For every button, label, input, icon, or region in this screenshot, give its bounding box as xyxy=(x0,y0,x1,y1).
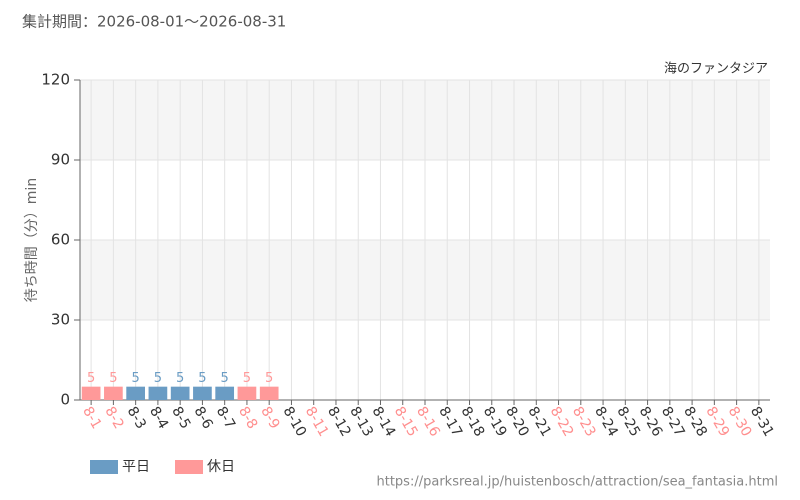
source: https://parksreal.jp/huistenbosch/attrac… xyxy=(377,475,779,490)
value-label: 5 xyxy=(109,371,117,386)
bar xyxy=(148,386,168,400)
y-axis-label: 待ち時間（分）min xyxy=(24,178,40,302)
y-tick-label: 60 xyxy=(51,231,70,249)
y-tick-label: 0 xyxy=(60,391,70,409)
value-label: 5 xyxy=(265,371,273,386)
value-label: 5 xyxy=(154,371,162,386)
legend-label: 平日 xyxy=(122,459,150,475)
x-tick-label: 8-8 xyxy=(235,404,260,432)
y-tick-label: 30 xyxy=(51,311,70,329)
x-tick-label: 8-9 xyxy=(257,404,282,432)
value-label: 5 xyxy=(87,371,95,386)
legend-swatch xyxy=(90,460,118,474)
period: 集計期間：2026-08-01～2026-08-31 xyxy=(22,13,286,31)
x-tick-label: 8-31 xyxy=(747,404,777,440)
value-label: 5 xyxy=(176,371,184,386)
bar xyxy=(237,386,257,400)
bar xyxy=(215,386,235,400)
bar xyxy=(193,386,212,400)
bar xyxy=(126,386,145,400)
value-label: 5 xyxy=(221,371,229,386)
x-tick-label: 8-2 xyxy=(101,404,126,432)
x-tick-label: 8-1 xyxy=(79,404,104,432)
bar xyxy=(81,386,101,400)
value-label: 5 xyxy=(132,371,140,386)
value-label: 5 xyxy=(243,371,251,386)
bar xyxy=(259,386,279,400)
y-tick-label: 90 xyxy=(51,151,70,169)
x-tick-label: 8-6 xyxy=(190,404,215,432)
x-tick-label: 8-3 xyxy=(124,404,149,432)
y-tick-label: 120 xyxy=(41,71,70,89)
x-tick-label: 8-7 xyxy=(213,404,238,432)
legend-swatch xyxy=(175,460,203,474)
bar xyxy=(170,386,190,400)
bar xyxy=(104,386,123,400)
value-label: 5 xyxy=(198,371,206,386)
x-tick-label: 8-5 xyxy=(168,404,193,432)
subtitle: 海のファンタジア xyxy=(664,62,768,77)
legend-label: 休日 xyxy=(207,459,235,475)
x-tick-label: 8-4 xyxy=(146,404,171,432)
